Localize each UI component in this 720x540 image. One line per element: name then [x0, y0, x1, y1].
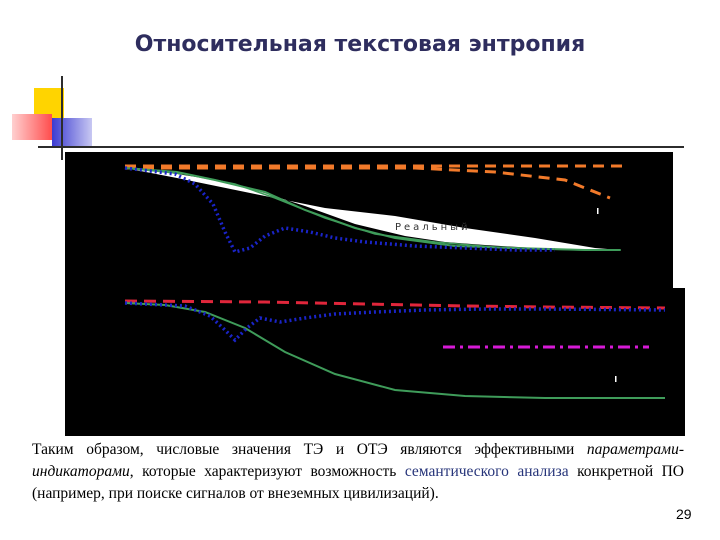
body-link-semantic-analysis[interactable]: семантического анализа	[404, 463, 569, 480]
body-text-italic: параметрами-индикаторами	[32, 441, 684, 480]
deco-blue-square	[52, 118, 92, 148]
entropy-chart: Реальный	[65, 152, 685, 436]
body-text-3: , которые характеризуют возможность	[129, 463, 405, 480]
entropy-chart-svg: Реальный	[65, 152, 685, 436]
slide-title: Относительная текстовая энтропия	[134, 32, 586, 57]
upper-tick-mark	[597, 208, 599, 214]
deco-red-square	[12, 114, 52, 140]
deco-vertical-line	[61, 76, 63, 160]
lower-panel	[65, 288, 685, 436]
body-text-4: конкретной ПО (например, при поиске сигн…	[32, 463, 684, 502]
lower-blue-dotted-line	[124, 301, 666, 343]
body-text-1: Таким образом, числовые значения ТЭ и ОТ…	[32, 441, 587, 458]
upper-inline-label: Реальный	[395, 222, 471, 233]
lower-tick-mark	[615, 376, 617, 382]
deco-yellow-square	[34, 88, 64, 118]
body-paragraph: Таким образом, числовые значения ТЭ и ОТ…	[32, 439, 684, 505]
lower-green-line	[124, 302, 665, 399]
upper-orange-dash-line	[125, 166, 611, 200]
deco-horizontal-line	[38, 146, 684, 148]
upper-blue-dotted-line	[124, 166, 555, 255]
page-number: 29	[676, 506, 692, 522]
lower-red-dash-line	[124, 299, 666, 310]
